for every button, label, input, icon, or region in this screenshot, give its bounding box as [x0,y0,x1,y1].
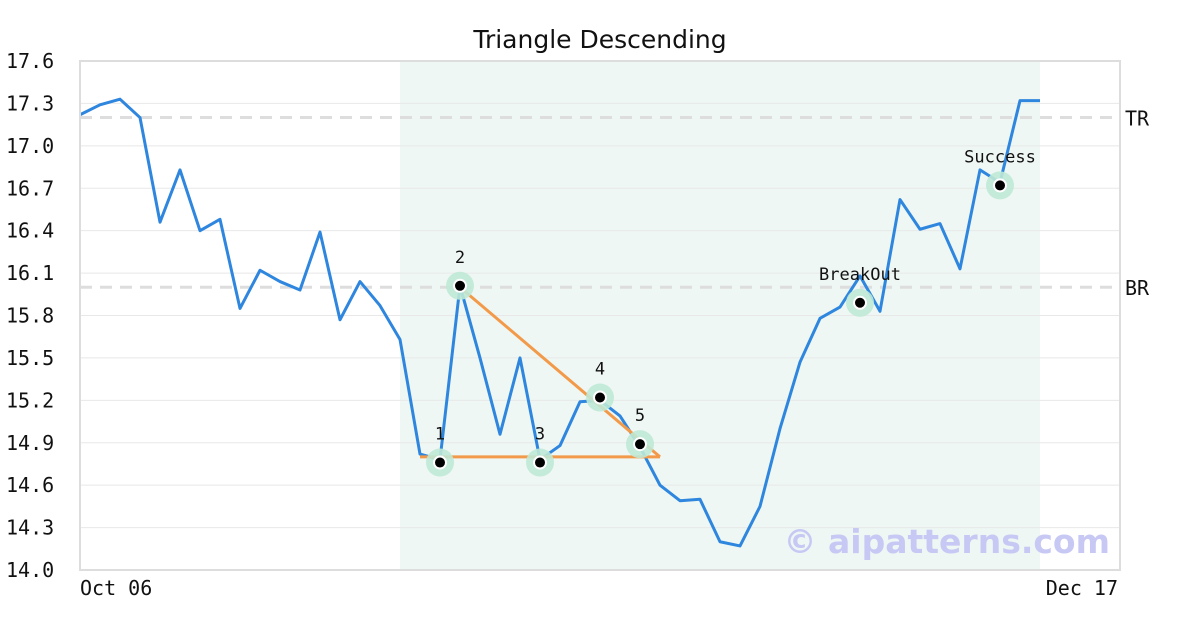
point-label: 2 [455,248,465,268]
point-marker [593,390,607,405]
y-tick-label: 15.8 [6,304,54,328]
point-label: BreakOut [819,265,901,285]
y-tick-label: 14.3 [6,516,54,540]
point-label: 3 [535,425,545,445]
y-axis-ticks: 14.0 14.3 14.6 14.9 15.2 15.5 15.8 16.1 16.4 16.7… [6,49,54,582]
y-tick-label: 15.2 [6,388,54,412]
y-tick-label: 14.0 [6,558,54,582]
point-marker [453,278,467,293]
price-series [79,97,1040,548]
y-tick-label: 16.7 [6,176,54,200]
reference-lines: TR BR [80,107,1150,300]
watermark: © aipatterns.com [784,522,1110,561]
point-marker [533,455,547,470]
point-label: 5 [635,406,645,426]
point-marker [433,455,447,470]
y-tick-label: 15.5 [6,346,54,370]
y-tick-label: 14.6 [6,473,54,497]
chart-title: Triangle Descending [472,25,726,54]
point-marker [853,295,867,310]
y-tick-label: 17.3 [6,91,54,115]
y-tick-label: 16.4 [6,219,54,243]
point-label: Success [964,147,1036,167]
x-axis-ticks: Oct 06 Dec 17 [80,576,1118,600]
y-tick-label: 17.6 [6,49,54,73]
y-tick-label: 14.9 [6,431,54,455]
pattern-points: 1 2 3 4 5 BreakOut Success [426,147,1036,477]
reference-line-label: BR [1125,276,1150,300]
price-line [79,97,1040,548]
plot-frame [79,60,1121,571]
triangle-line [459,286,661,459]
point-label: 1 [435,425,445,445]
x-tick-label: Oct 06 [80,576,152,600]
point-marker [993,178,1007,193]
reference-line-label: TR [1125,107,1150,131]
x-tick-label: Dec 17 [1046,576,1118,600]
point-label: 4 [595,360,605,380]
y-tick-label: 17.0 [6,134,54,158]
y-tick-label: 16.1 [6,261,54,285]
point-marker [633,437,647,452]
